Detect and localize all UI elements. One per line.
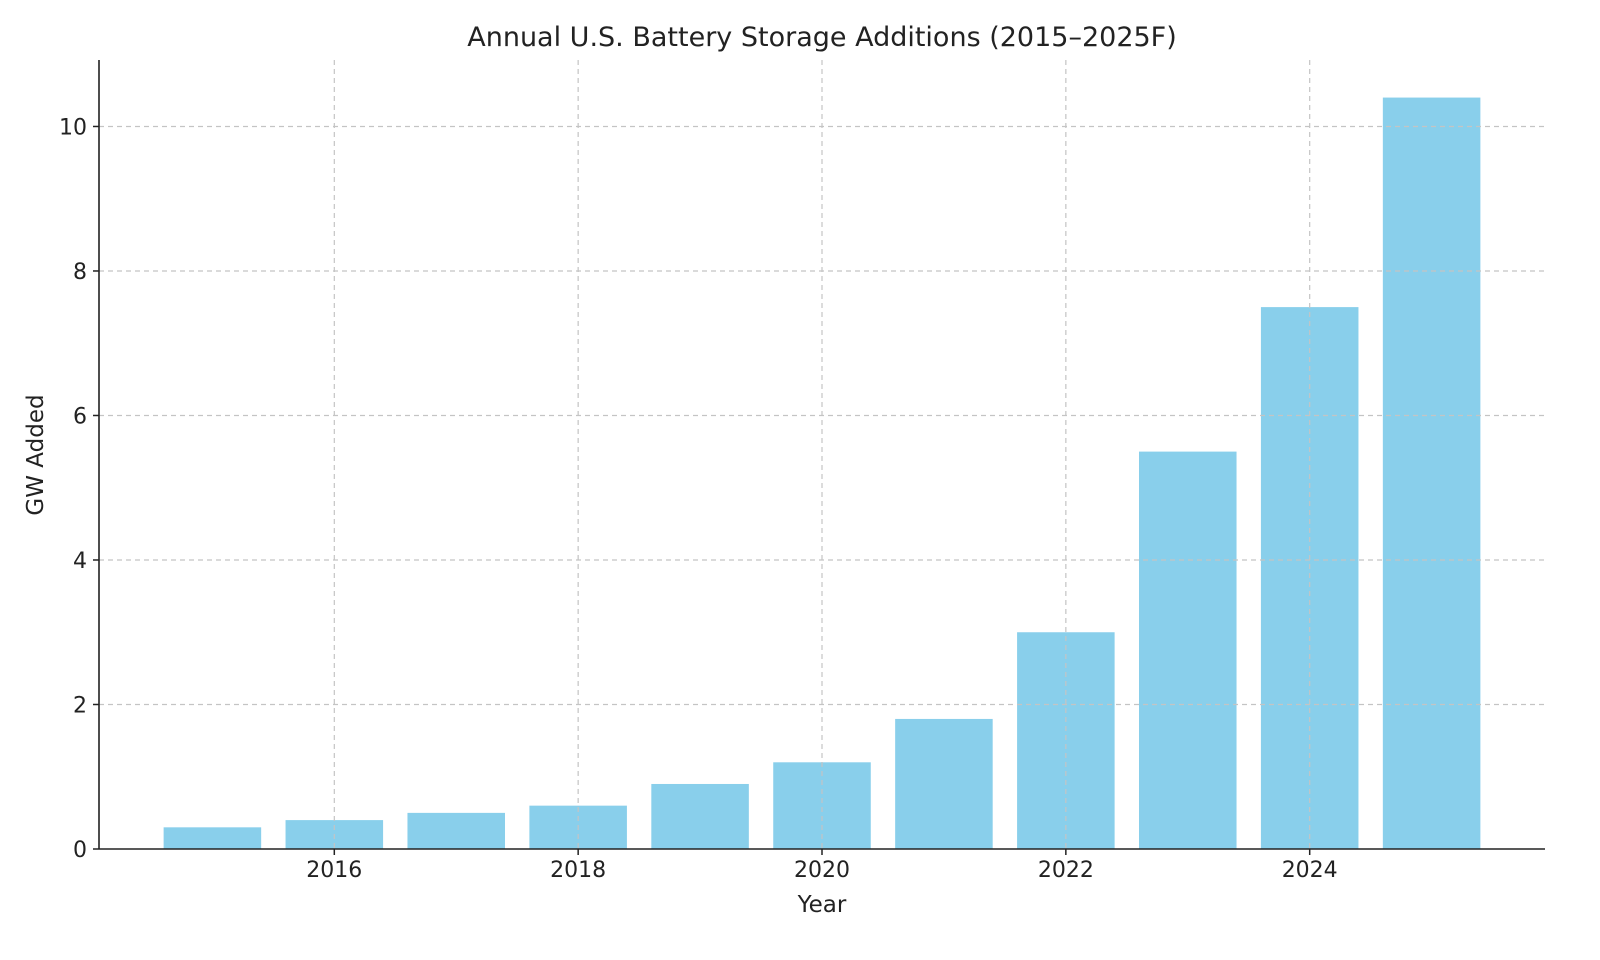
bars [163,97,1481,850]
y-tick-label: 8 [73,260,87,285]
y-tick-label: 4 [73,549,87,574]
grid [99,60,1545,849]
ticks: 2016 2018 2020 2022 2024 0 2 4 6 8 10 [59,115,1338,883]
x-tick-label: 2018 [550,858,606,883]
y-tick-label: 2 [73,693,87,718]
bar-2022 [1017,632,1115,849]
x-axis-label: Year [797,892,847,918]
x-tick-label: 2022 [1038,858,1094,883]
y-tick-label: 0 [73,838,87,863]
bar-2017 [407,812,506,849]
bar-2023 [1138,451,1237,849]
x-tick-label: 2020 [794,858,850,883]
y-axis-label: GW Added [23,394,49,515]
bar-2015 [163,827,262,849]
x-tick-label: 2016 [306,858,362,883]
bar-2021 [895,718,993,849]
chart-title: Annual U.S. Battery Storage Additions (2… [467,22,1177,53]
bar-2025 [1382,97,1481,850]
y-tick-label: 6 [73,404,87,429]
y-tick-label: 10 [59,115,87,140]
bar-2019 [651,783,749,849]
x-tick-label: 2024 [1282,858,1338,883]
